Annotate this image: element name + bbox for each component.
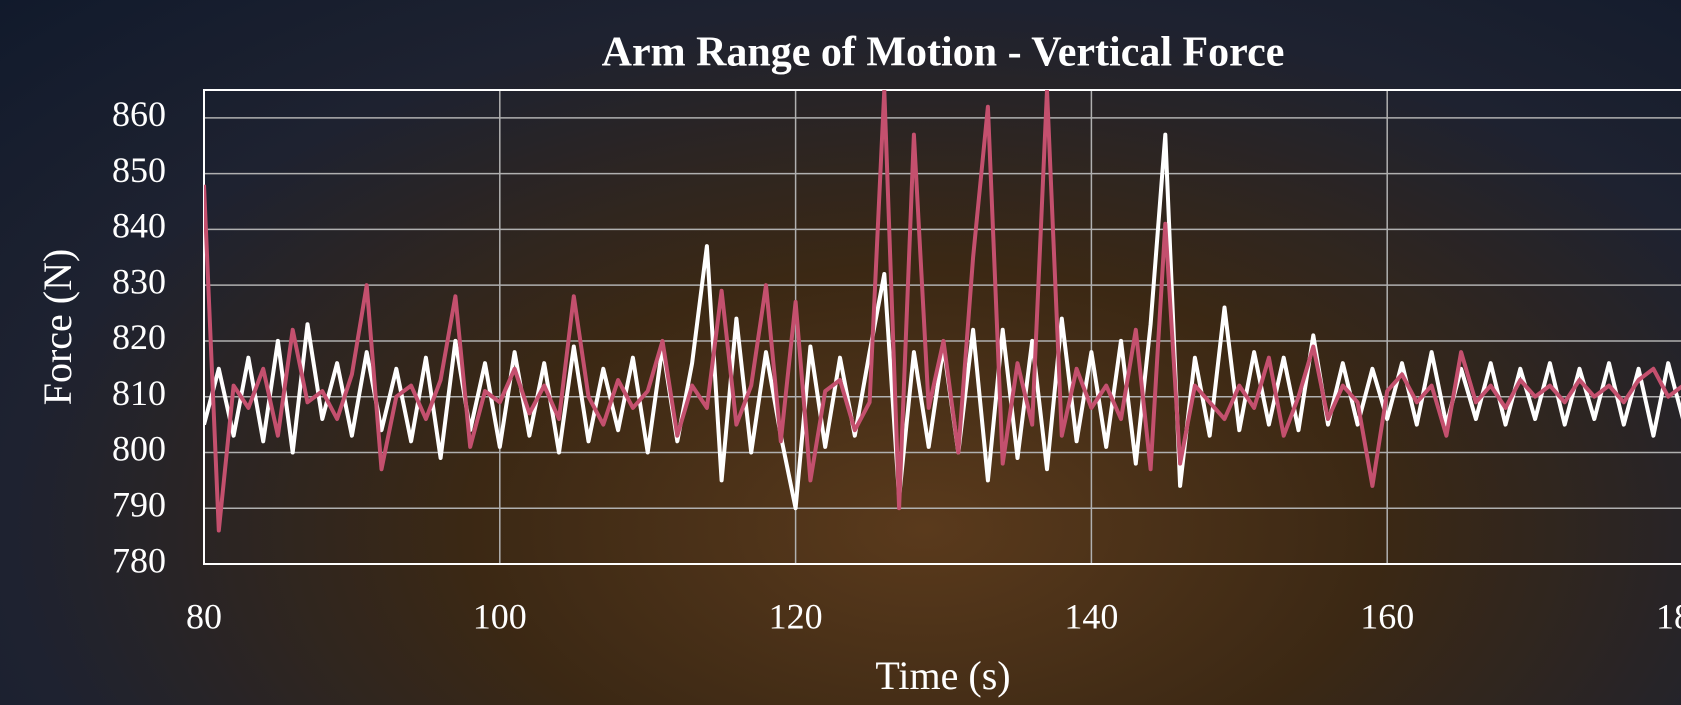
plot-border <box>203 89 1681 565</box>
x-axis-title: Time (s) <box>875 653 1010 698</box>
data-line <box>204 90 1681 533</box>
y-axis-title: Force (N) <box>35 249 80 406</box>
y-tick-label: 790 <box>112 485 166 525</box>
plot-area <box>204 90 1681 533</box>
y-tick-label: 840 <box>112 206 166 246</box>
x-tick-label: 100 <box>473 596 527 636</box>
y-tick-label: 820 <box>112 317 166 357</box>
y-tick-label: 780 <box>112 540 166 580</box>
chart-title: Arm Range of Motion - Vertical Force <box>602 30 1285 76</box>
y-tick-label: 810 <box>112 373 166 413</box>
x-tick-label: 140 <box>1064 596 1118 636</box>
y-tick-label: 860 <box>112 94 166 134</box>
y-tick-label: 800 <box>112 429 166 469</box>
x-tick-label: 80 <box>186 596 222 636</box>
x-tick-label: 160 <box>1360 596 1414 636</box>
x-tick-label: 120 <box>769 596 823 636</box>
y-tick-label: 850 <box>112 150 166 190</box>
x-tick-label: 180 <box>1656 596 1681 636</box>
y-tick-label: 830 <box>112 261 166 301</box>
